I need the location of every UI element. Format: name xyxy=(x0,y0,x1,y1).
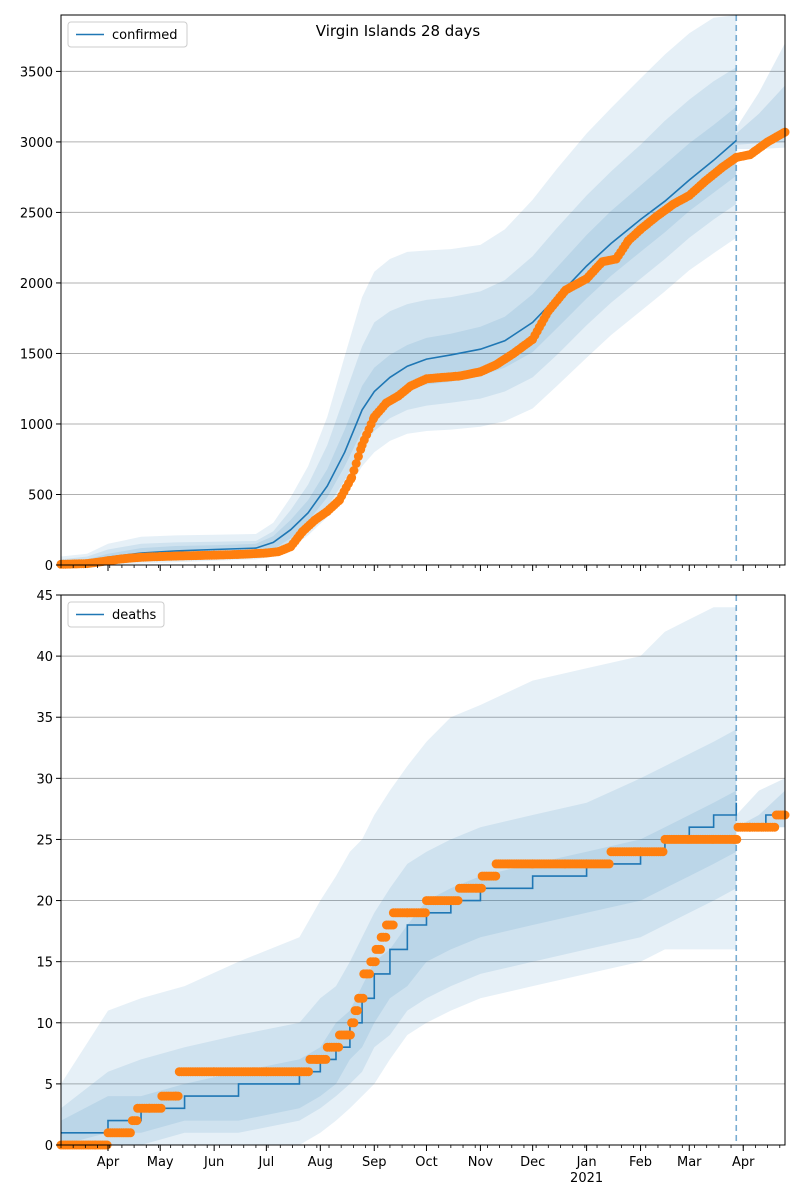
deaths-observed-point xyxy=(732,834,742,844)
deaths-observed-point xyxy=(321,1054,331,1064)
x-tick-label: Nov xyxy=(468,1155,494,1170)
x-tick-label: May xyxy=(147,1155,174,1170)
deaths-y-tick-label: 35 xyxy=(36,711,53,726)
confirmed-observed-point xyxy=(351,459,361,468)
deaths-y-tick-label: 30 xyxy=(36,772,53,787)
confirmed-uncertainty-band xyxy=(61,15,737,565)
deaths-observed-point xyxy=(349,1018,359,1028)
x-tick-label: Aug xyxy=(308,1155,333,1170)
deaths-y-tick-label: 10 xyxy=(36,1017,53,1032)
deaths-observed-point xyxy=(388,920,398,930)
x-tick-label: Apr xyxy=(732,1155,755,1170)
confirmed-uncertainty-band xyxy=(61,67,737,565)
deaths-y-tick-label: 40 xyxy=(36,650,53,665)
deaths-axes-frame xyxy=(60,594,786,1146)
chart-title: Virgin Islands 28 days xyxy=(316,22,481,40)
x-year-label: 2021 xyxy=(570,1171,603,1186)
confirmed-y-tick-label: 1000 xyxy=(20,418,53,433)
confirmed-observed-point xyxy=(349,466,359,475)
deaths-observed-point xyxy=(376,944,385,954)
confirmed-y-tick-label: 2000 xyxy=(20,277,53,292)
confirmed-legend-box xyxy=(67,21,188,48)
deaths-uncertainty-band xyxy=(61,729,737,1145)
x-tick-label: Oct xyxy=(415,1155,437,1170)
deaths-uncertainty-band xyxy=(61,607,737,1145)
deaths-observed-point xyxy=(132,1116,142,1126)
deaths-y-tick-label: 5 xyxy=(45,1078,53,1093)
deaths-forecast-band xyxy=(736,790,785,828)
x-tick-label: Mar xyxy=(677,1155,702,1170)
confirmed-y-tick-label: 500 xyxy=(28,488,53,503)
confirmed-observed-point xyxy=(353,452,363,461)
confirmed-y-tick-label: 2500 xyxy=(20,206,53,221)
deaths-uncertainty-band xyxy=(61,790,737,1145)
deaths-observed-point xyxy=(125,1128,135,1138)
confirmed-y-tick-label: 3500 xyxy=(20,65,53,80)
confirmed-y-tick-label: 0 xyxy=(45,559,53,574)
deaths-y-tick-label: 25 xyxy=(36,833,53,848)
confirmed-axes-frame xyxy=(60,14,786,566)
confirmed-panel: 0 500 1000 1500 2000 2500 3000 3500 confirmed xyxy=(20,14,790,574)
x-tick-label: Jan xyxy=(576,1155,597,1170)
deaths-observed-point xyxy=(173,1091,183,1101)
deaths-observed-point xyxy=(658,847,668,857)
confirmed-y-tick-label: 1500 xyxy=(20,347,53,362)
deaths-observed-point xyxy=(453,896,463,906)
deaths-y-tick-label: 0 xyxy=(45,1139,53,1154)
deaths-observed-point xyxy=(156,1103,166,1113)
x-tick-label: Jun xyxy=(203,1155,224,1170)
x-tick-label: Dec xyxy=(520,1155,545,1170)
deaths-legend-label: deaths xyxy=(112,608,157,623)
deaths-y-tick-label: 45 xyxy=(36,589,53,604)
deaths-legend-box xyxy=(67,601,165,628)
deaths-observed-point xyxy=(345,1030,355,1040)
deaths-observed-point xyxy=(352,1006,362,1016)
confirmed-legend-label: confirmed xyxy=(112,28,178,43)
deaths-panel: 0 5 10 15 20 25 30 35 40 45 Apr May Jun Jul Aug Sep Oct N… xyxy=(36,589,790,1186)
confirmed-forecast-band xyxy=(736,85,785,145)
x-tick-label: Feb xyxy=(629,1155,652,1170)
deaths-y-tick-label: 15 xyxy=(36,956,53,971)
deaths-y-tick-label: 20 xyxy=(36,895,53,910)
deaths-observed-point xyxy=(491,871,501,881)
deaths-observed-point xyxy=(370,957,380,967)
x-tick-label: Sep xyxy=(362,1155,387,1170)
deaths-observed-point xyxy=(604,859,614,869)
deaths-observed-point xyxy=(477,883,486,893)
deaths-observed-point xyxy=(358,993,368,1003)
confirmed-forecast-band xyxy=(736,43,785,150)
confirmed-y-tick-label: 3000 xyxy=(20,136,53,151)
x-tick-label: Apr xyxy=(97,1155,120,1170)
deaths-observed-point xyxy=(420,908,430,918)
confirmed-model-line xyxy=(60,139,737,566)
confirmed-observed-point xyxy=(347,473,357,483)
x-tick-label: Jul xyxy=(258,1155,275,1170)
deaths-observed-point xyxy=(381,932,391,942)
deaths-observed-point xyxy=(770,822,780,832)
deaths-observed-point xyxy=(304,1067,313,1077)
deaths-observed-point xyxy=(334,1042,344,1052)
deaths-observed-point xyxy=(365,969,375,979)
